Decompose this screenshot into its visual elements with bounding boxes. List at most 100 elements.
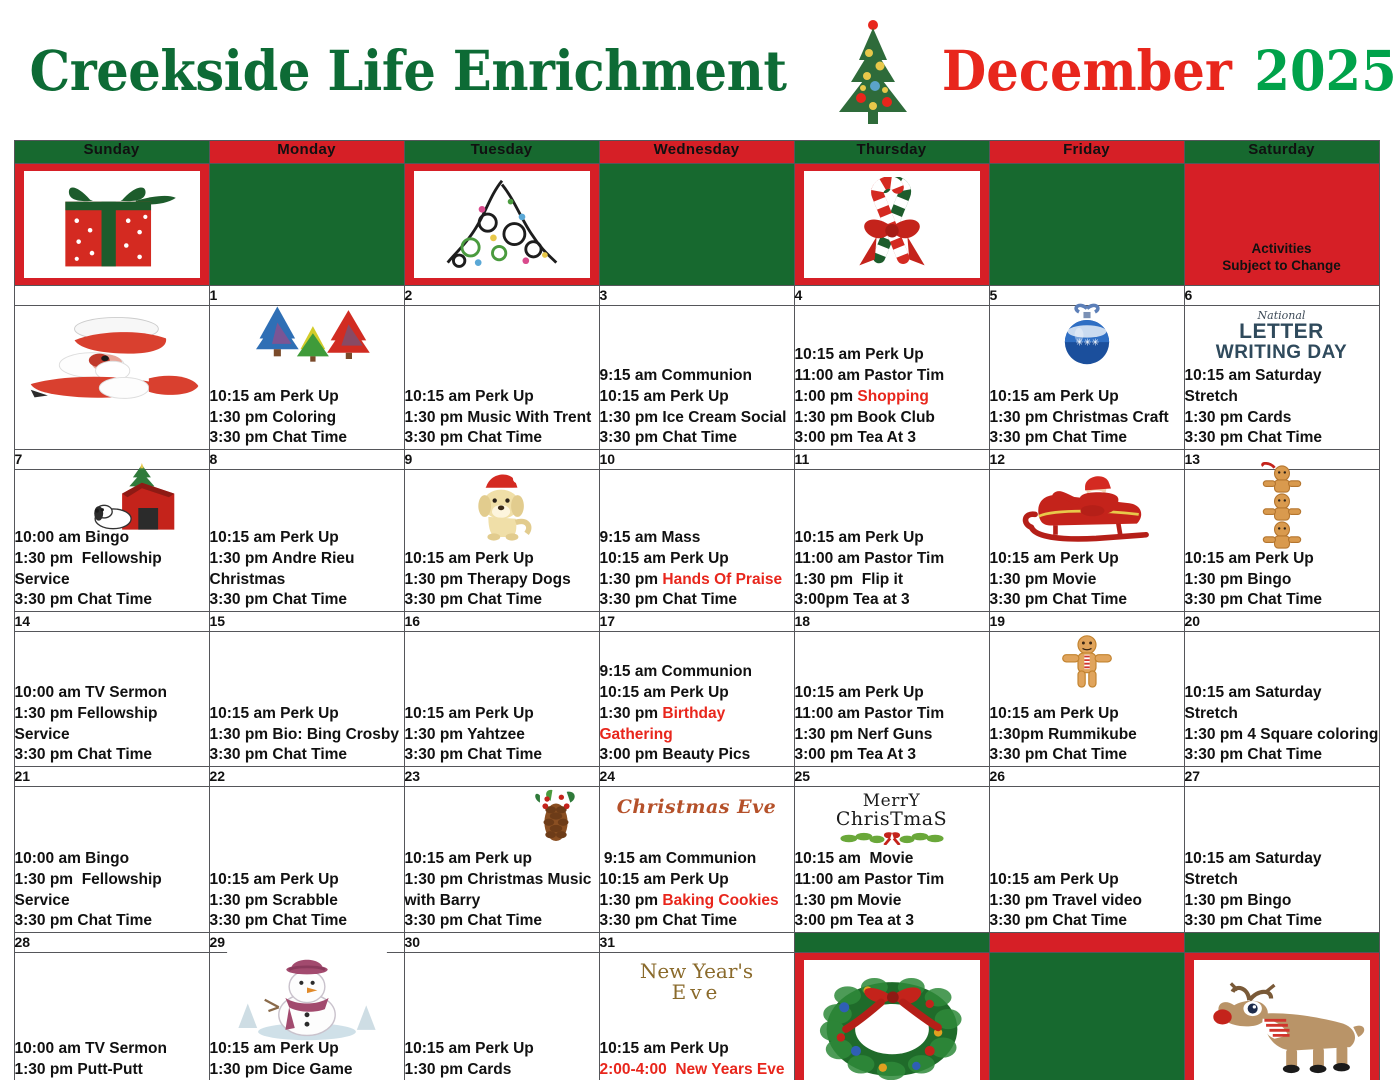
decorative-banner-row: Activities Subject to Change xyxy=(13,163,1380,286)
event-item: 1:30 pm Movie xyxy=(989,570,1097,588)
deco-cell-swirl-tree xyxy=(403,163,600,286)
event-item: 10:15 am Movie xyxy=(794,850,914,868)
event-list: 10:15 am Perk Up 1:30 pm Christmas Craft 3… xyxy=(990,387,1184,449)
date-number: 15 xyxy=(209,613,226,630)
event-item: 3:30 pm Chat Time xyxy=(1184,429,1323,447)
event-list: 10:15 am Saturday Stretch 1:30 pm Bingo 3:… xyxy=(1185,849,1379,932)
facility-title: Creekside Life Enrichment xyxy=(29,37,787,103)
daynames-row: Sunday Monday Tuesday Wednesday Thursday… xyxy=(13,140,1380,164)
day-cell: 10:15 am Perk Up 1:30 pm Movie 3:30 pm Cha… xyxy=(988,469,1185,613)
dayname-wednesday: Wednesday xyxy=(598,140,795,164)
event-list: 10:15 am Saturday Stretch 1:30 pm 4 Squar… xyxy=(1185,683,1379,766)
day-cell: 10:15 am Saturday Stretch 1:30 pm Bingo 3:… xyxy=(1183,786,1380,934)
event-item: 3:30 pm Chat Time xyxy=(209,429,348,447)
day-cell: 9:15 am Communion 10:15 am Perk Up 1:30 pm… xyxy=(598,631,795,768)
day-cell: 10:00 am Bingo 1:30 pm Fellowship Service… xyxy=(13,786,210,934)
event-highlight: Birthday Gathering xyxy=(599,704,730,743)
event-item: 1:30 pm Hands Of Praise xyxy=(600,570,794,591)
deco-cell-gift xyxy=(13,163,210,286)
day-cell: 10:15 am Perk up 1:30 pm Christmas Music … xyxy=(403,786,600,934)
day-cell: 10:15 am Saturday Stretch 1:30 pm 4 Squar… xyxy=(1183,631,1380,768)
day-cell: 10:15 am Perk Up 1:30 pm Coloring 3:30 pm … xyxy=(208,304,405,451)
event-item: 10:15 am Perk Up xyxy=(599,1040,729,1058)
event-item: 10:15 am Perk Up xyxy=(404,387,534,405)
day-cell: 10:15 am Perk Up 1:30 pm Yahtzee 3:30 pm C… xyxy=(403,631,600,768)
event-item: 10:15 am Perk Up xyxy=(209,1040,339,1058)
date-number-cell: 13 xyxy=(1183,449,1380,471)
event-item: 3:30 pm Chat Time xyxy=(209,746,348,764)
date-number: 14 xyxy=(14,613,31,630)
day-cell: 9:15 am Communion 10:15 am Perk Up 1:30 pm… xyxy=(598,304,795,451)
date-number: 4 xyxy=(794,287,803,303)
date-number: 13 xyxy=(1184,451,1201,468)
cell-art-empty xyxy=(600,306,794,310)
deco-cell-monday-blank xyxy=(208,163,405,286)
day-cell: 10:15 am Perk Up 11:00 am Pastor Tim 1:30 … xyxy=(793,631,990,768)
cell-art-empty xyxy=(210,632,404,636)
cell-art-empty xyxy=(405,632,599,636)
merry-christmas-line1: MerrY xyxy=(862,791,921,812)
event-item: 10:15 am Perk Up xyxy=(794,529,924,547)
date-number: 9 xyxy=(404,451,413,468)
day-cell: 10:15 am Perk Up 1:30 pm Music With Trent… xyxy=(403,304,600,451)
event-item: 10:15 am Perk Up xyxy=(209,870,339,888)
day-cell: 10:15 am Perk Up 1:30 pm Bingo 3:30 pm Cha… xyxy=(1183,462,1380,613)
gift-box-icon xyxy=(23,171,200,278)
event-item: 3:30 pm Chat Time xyxy=(1184,912,1323,930)
date-number: 16 xyxy=(404,613,421,630)
event-item: 11:00 am Pastor Tim xyxy=(794,870,945,888)
date-number-cell: 20 xyxy=(1183,611,1380,633)
event-item: 3:30 pm Chat Time xyxy=(1184,591,1323,609)
svg-text:✳: ✳ xyxy=(1091,338,1099,349)
event-item: 3:30 pm Chat Time xyxy=(404,591,543,609)
event-item: 11:00 am Pastor Tim xyxy=(794,367,945,384)
event-item: 9:15 am Mass xyxy=(599,529,701,547)
event-list: 10:15 am Perk Up 1:30 pm Coloring 3:30 pm … xyxy=(210,387,404,449)
event-item: 1:30 pm Therapy Dogs xyxy=(404,570,571,588)
date-number-cell: 7 xyxy=(13,449,210,471)
event-item: 10:00 am TV Sermon xyxy=(14,1040,167,1058)
cell-art-empty xyxy=(15,632,209,636)
date-number: 1 xyxy=(209,287,218,303)
deco-cell-activities-note: Activities Subject to Change xyxy=(1183,163,1380,286)
day-cell: 10:15 am Perk Up 1:30 pm Therapy Dogs 3:30… xyxy=(403,469,600,613)
event-item: 3:30 pm Chat Time xyxy=(989,746,1128,764)
event-time: 1:30 pm xyxy=(599,570,663,588)
event-item: 3:30 pm Chat Time xyxy=(404,429,543,447)
day-cell: 10:15 am Perk Up 1:30 pm Bio: Bing Crosby… xyxy=(208,631,405,768)
cell-art-empty xyxy=(600,632,794,636)
event-item: 1:30 pm Scrabble xyxy=(209,891,338,909)
day-cell: 10:00 am Bingo 1:30 pm Fellowship Service… xyxy=(13,463,210,613)
deco-cell-wednesday-blank xyxy=(598,163,795,286)
event-item: 9:15 am Communion xyxy=(599,367,752,384)
event-list: 10:15 am Perk Up 1:30 pm Yahtzee 3:30 pm C… xyxy=(405,704,599,766)
event-item: 10:15 am Perk Up xyxy=(794,684,924,702)
event-item: 10:00 am Bingo xyxy=(14,850,130,868)
week-row: 10:00 am TV Sermon 1:30 pm Fellowship Ser… xyxy=(13,631,1380,768)
date-number-cell: 2 xyxy=(403,285,600,306)
cell-art-empty xyxy=(600,470,794,474)
gingerbread-stack-icon xyxy=(1185,462,1379,549)
date-number: 12 xyxy=(989,451,1006,468)
date-number: 28 xyxy=(14,934,31,951)
date-number: 6 xyxy=(1184,287,1193,303)
date-number-cell: 22 xyxy=(208,766,405,788)
date-number: 17 xyxy=(599,613,616,630)
date-number-cell: 24 xyxy=(598,766,795,788)
event-item: 1:30 pm Bingo xyxy=(1184,570,1292,588)
event-item: 3:30 pm Chat Time xyxy=(599,591,738,609)
date-number: 22 xyxy=(209,768,226,785)
day-cell: Christmas Eve 9:15 am Communion 10:15 am … xyxy=(598,786,795,934)
event-item: 1:30 pm Bio: Bing Crosby xyxy=(209,725,399,743)
event-item: 10:15 am Saturday Stretch xyxy=(1184,367,1326,405)
date-number-cell: 27 xyxy=(1183,766,1380,788)
cell-art-empty xyxy=(210,470,404,474)
event-item: 9:15 am Communion xyxy=(599,663,752,681)
event-item: 3:30 pm Chat Time xyxy=(14,591,153,609)
date-number: 26 xyxy=(989,768,1006,785)
dayname-thursday: Thursday xyxy=(793,140,990,164)
event-item: 10:15 am Perk Up xyxy=(1184,549,1314,567)
date-number-cell: 11 xyxy=(793,449,990,471)
